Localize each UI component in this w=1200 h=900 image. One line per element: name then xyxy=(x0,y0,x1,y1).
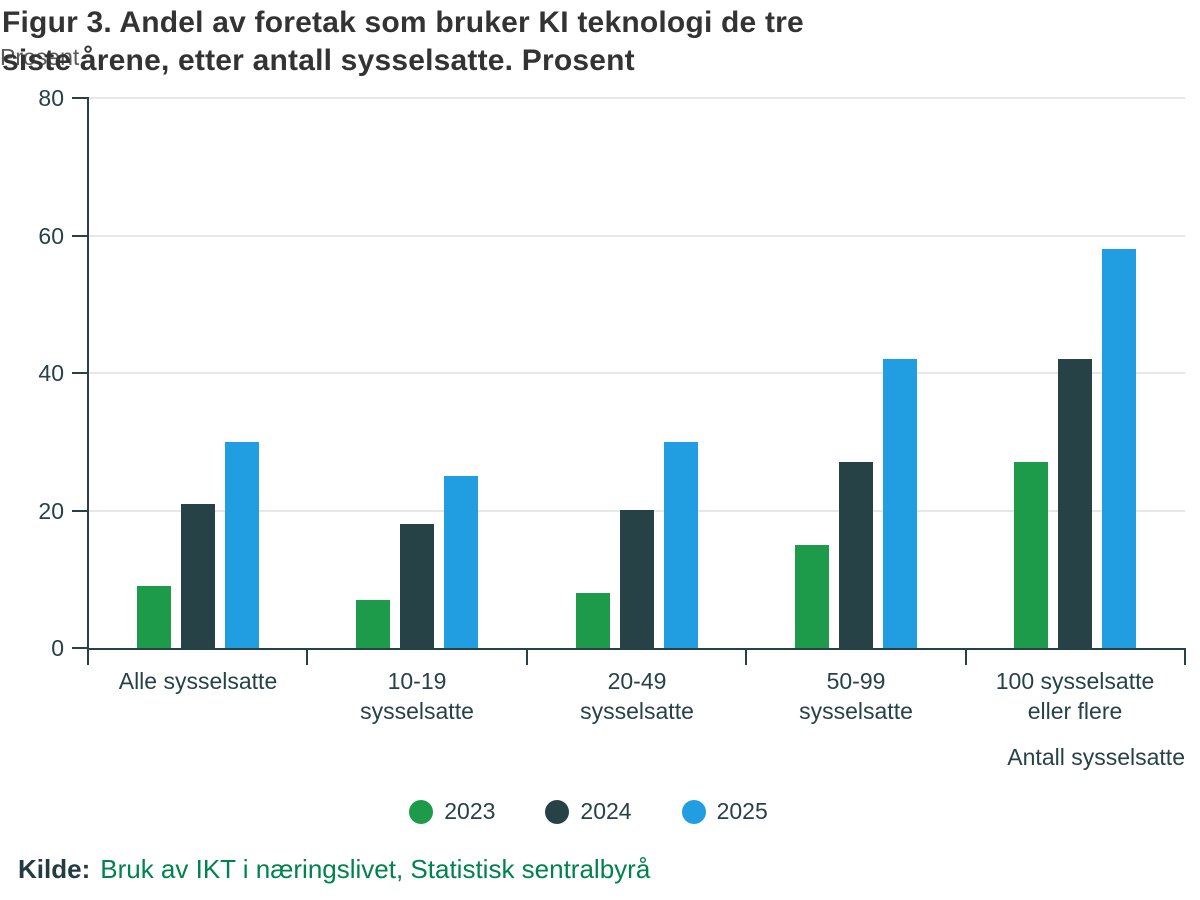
bar-2024-100-sysselsatte-eller-flere xyxy=(1058,359,1092,648)
y-axis-line xyxy=(87,97,89,650)
gridline-80 xyxy=(88,97,1185,99)
y-tick-label-0: 0 xyxy=(51,635,64,661)
chart-title-line2: siste årene, etter antall sysselsatte. P… xyxy=(2,44,635,77)
bar-2023-10-19-sysselsatte xyxy=(356,600,390,648)
chart-title: Figur 3. Andel av foretak som bruker KI … xyxy=(2,4,1162,80)
x-axis-line xyxy=(87,648,1186,650)
legend-label-2025: 2025 xyxy=(716,798,768,824)
x-axis-title: Antall sysselsatte xyxy=(1007,744,1185,770)
source-link[interactable]: Bruk av IKT i næringslivet, Statistisk s… xyxy=(100,854,651,884)
bar-2025-alle-sysselsatte xyxy=(225,442,259,648)
legend-label-2023: 2023 xyxy=(444,798,496,824)
y-tick-label-80: 80 xyxy=(38,85,64,111)
bar-2023-50-99-sysselsatte xyxy=(795,545,829,648)
category-label-alle-sysselsatte: Alle sysselsatte xyxy=(118,668,278,694)
legend: 2023 2024 2025 xyxy=(40,798,1137,825)
y-tick-60 xyxy=(72,234,88,237)
legend-dot-icon-2023 xyxy=(409,799,434,824)
y-axis-title: Prosent xyxy=(0,44,80,70)
y-tick-label-20: 20 xyxy=(38,497,64,524)
bar-2023-100-sysselsatte-eller-flere xyxy=(1014,462,1048,648)
x-tick-5 xyxy=(1184,650,1186,665)
x-tick-0 xyxy=(87,650,89,665)
chart-title-line1: Figur 3. Andel av foretak som bruker KI … xyxy=(2,6,804,39)
y-tick-20 xyxy=(72,509,88,512)
gridline-40 xyxy=(88,372,1185,374)
x-tick-4 xyxy=(964,650,967,665)
y-tick-label-60: 60 xyxy=(38,222,64,249)
x-tick-2 xyxy=(525,650,528,665)
legend-item-2023: 2023 xyxy=(409,798,495,825)
bar-2024-alle-sysselsatte xyxy=(181,504,215,648)
category-label-20-49-sysselsatte: 20-49 sysselsatte xyxy=(580,668,694,724)
legend-label-2024: 2024 xyxy=(580,798,632,824)
x-tick-3 xyxy=(745,650,748,665)
y-tick-40 xyxy=(72,372,88,374)
x-tick-1 xyxy=(306,650,309,665)
bar-2024-10-19-sysselsatte xyxy=(400,524,434,648)
category-label-100-sysselsatte-eller-flere: 100 sysselsatte eller flere xyxy=(995,668,1155,724)
legend-item-2025: 2025 xyxy=(681,798,768,825)
legend-item-2024: 2024 xyxy=(545,798,632,825)
bar-2025-20-49-sysselsatte xyxy=(664,442,698,648)
bar-2023-20-49-sysselsatte xyxy=(576,593,610,648)
y-tick-80 xyxy=(72,97,88,99)
bar-2025-50-99-sysselsatte xyxy=(883,359,917,648)
gridline-60 xyxy=(88,234,1185,237)
legend-dot-icon-2024 xyxy=(545,799,570,824)
bar-2025-10-19-sysselsatte xyxy=(444,476,478,648)
bar-2024-20-49-sysselsatte xyxy=(620,510,654,648)
category-label-50-99-sysselsatte: 50-99 sysselsatte xyxy=(799,668,913,724)
bar-2024-50-99-sysselsatte xyxy=(839,462,873,648)
legend-dot-icon-2025 xyxy=(681,799,706,824)
source-prefix: Kilde: xyxy=(18,854,91,884)
y-tick-label-40: 40 xyxy=(38,360,64,386)
y-tick-0 xyxy=(72,647,88,649)
bar-2025-100-sysselsatte-eller-flere xyxy=(1102,249,1136,648)
bar-2023-alle-sysselsatte xyxy=(137,586,171,648)
category-label-10-19-sysselsatte: 10-19 sysselsatte xyxy=(360,668,474,724)
source-line: Kilde: Bruk av IKT i næringslivet, Statis… xyxy=(18,854,650,885)
